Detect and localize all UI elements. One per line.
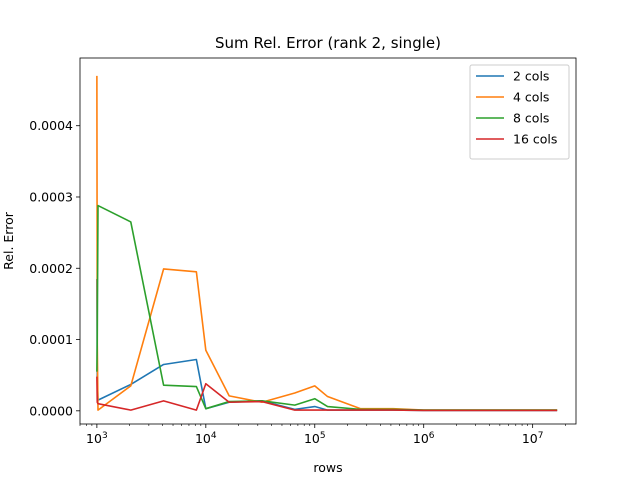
legend-label: 2 cols [513,69,549,84]
plot-frame [79,57,577,425]
x-tick-label: 106 [413,431,435,446]
x-axis: 103 104 105 106 107 [79,424,566,446]
legend-box [469,64,570,160]
series-line-4 [96,376,558,412]
chart-title: Sum Rel. Error (rank 2, single) [215,34,441,52]
x-tick-label: 104 [195,431,217,446]
y-axis-label: Rel. Error [1,211,16,270]
legend-label: 8 cols [513,111,549,126]
y-tick-label: 0.0003 [29,189,73,204]
x-tick-label: 105 [304,431,326,446]
y-tick-label: 0.0004 [29,118,73,133]
x-axis-label: rows [313,460,342,475]
legend-label: 4 cols [513,90,549,105]
x-tick-label: 107 [522,431,544,446]
y-axis: 0.0000 0.0001 0.0002 0.0003 0.0004 [29,118,80,418]
x-tick-label: 103 [86,431,108,446]
series-layer [96,75,558,412]
y-tick-label: 0.0000 [29,403,73,418]
y-tick-label: 0.0002 [29,261,73,276]
legend-label: 16 cols [513,132,557,147]
legend: 2 cols 4 cols 8 cols 16 cols [469,64,570,160]
y-tick-label: 0.0001 [29,332,73,347]
